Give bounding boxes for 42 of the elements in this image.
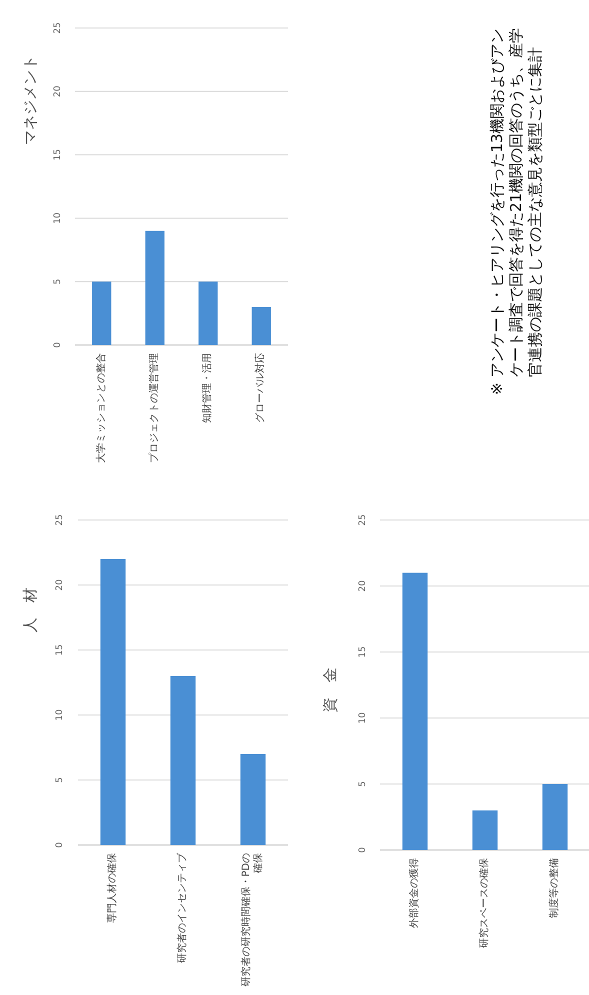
y-tick-label: 10 bbox=[358, 712, 368, 724]
y-tick-label: 25 bbox=[53, 22, 63, 34]
text: マネジメント bbox=[21, 55, 39, 145]
y-tick-label: 10 bbox=[53, 212, 63, 224]
x-tick-label: 研究スペースの確保 bbox=[478, 858, 491, 950]
x-tick-label: 知財管理・活用 bbox=[200, 353, 214, 425]
x-tick-label: 外部資金の獲得 bbox=[408, 858, 421, 930]
bar bbox=[402, 572, 428, 850]
x-tick-label: グローバル対応 bbox=[254, 353, 268, 425]
y-tick-label: 25 bbox=[55, 514, 65, 526]
y-tick-label: 0 bbox=[53, 342, 63, 348]
y-tick-label: 15 bbox=[53, 149, 63, 161]
x-tick-label: プロジェクトの運営管理 bbox=[148, 353, 161, 465]
y-tick-label: 5 bbox=[53, 278, 63, 284]
y-tick-label: 5 bbox=[358, 781, 368, 787]
bar bbox=[198, 282, 218, 345]
x-tick-label: 研究者のインセンティブ bbox=[176, 853, 189, 965]
bar bbox=[542, 784, 568, 850]
y-tick-label: 15 bbox=[55, 644, 65, 656]
y-tick-label: 15 bbox=[358, 646, 368, 658]
x-tick-label: 大学ミッションとの整合 bbox=[94, 353, 108, 465]
y-tick-label: 20 bbox=[55, 579, 65, 591]
text: 資 金 bbox=[321, 668, 339, 712]
y-tick-label: 20 bbox=[358, 580, 368, 592]
bar bbox=[252, 306, 271, 345]
bar bbox=[100, 559, 126, 845]
y-tick-label: 5 bbox=[55, 777, 65, 783]
x-tick-label: 制度等の整備 bbox=[548, 858, 561, 920]
bar bbox=[170, 676, 196, 845]
text: ※ アンケート・ヒアリングを行った13機関およびアンケート調査で回答を得た21機関の回答のうち、産学官連携の課題としての主な意見を類型ごとに集計 bbox=[488, 26, 544, 395]
y-tick-label: 10 bbox=[55, 709, 65, 721]
bar bbox=[472, 810, 498, 850]
x-tick-label: 専門人材の確保 bbox=[106, 853, 119, 925]
y-tick-label: 0 bbox=[358, 846, 368, 853]
x-tick-label: 研究者の研究時間確保・PDの確保 bbox=[240, 853, 265, 988]
bar bbox=[145, 230, 164, 345]
y-tick-label: 0 bbox=[55, 842, 65, 848]
y-tick-label: 20 bbox=[53, 85, 63, 98]
bar bbox=[92, 282, 112, 345]
y-tick-label: 25 bbox=[358, 514, 368, 526]
text: 人 材 bbox=[21, 588, 39, 632]
bar bbox=[240, 754, 266, 845]
